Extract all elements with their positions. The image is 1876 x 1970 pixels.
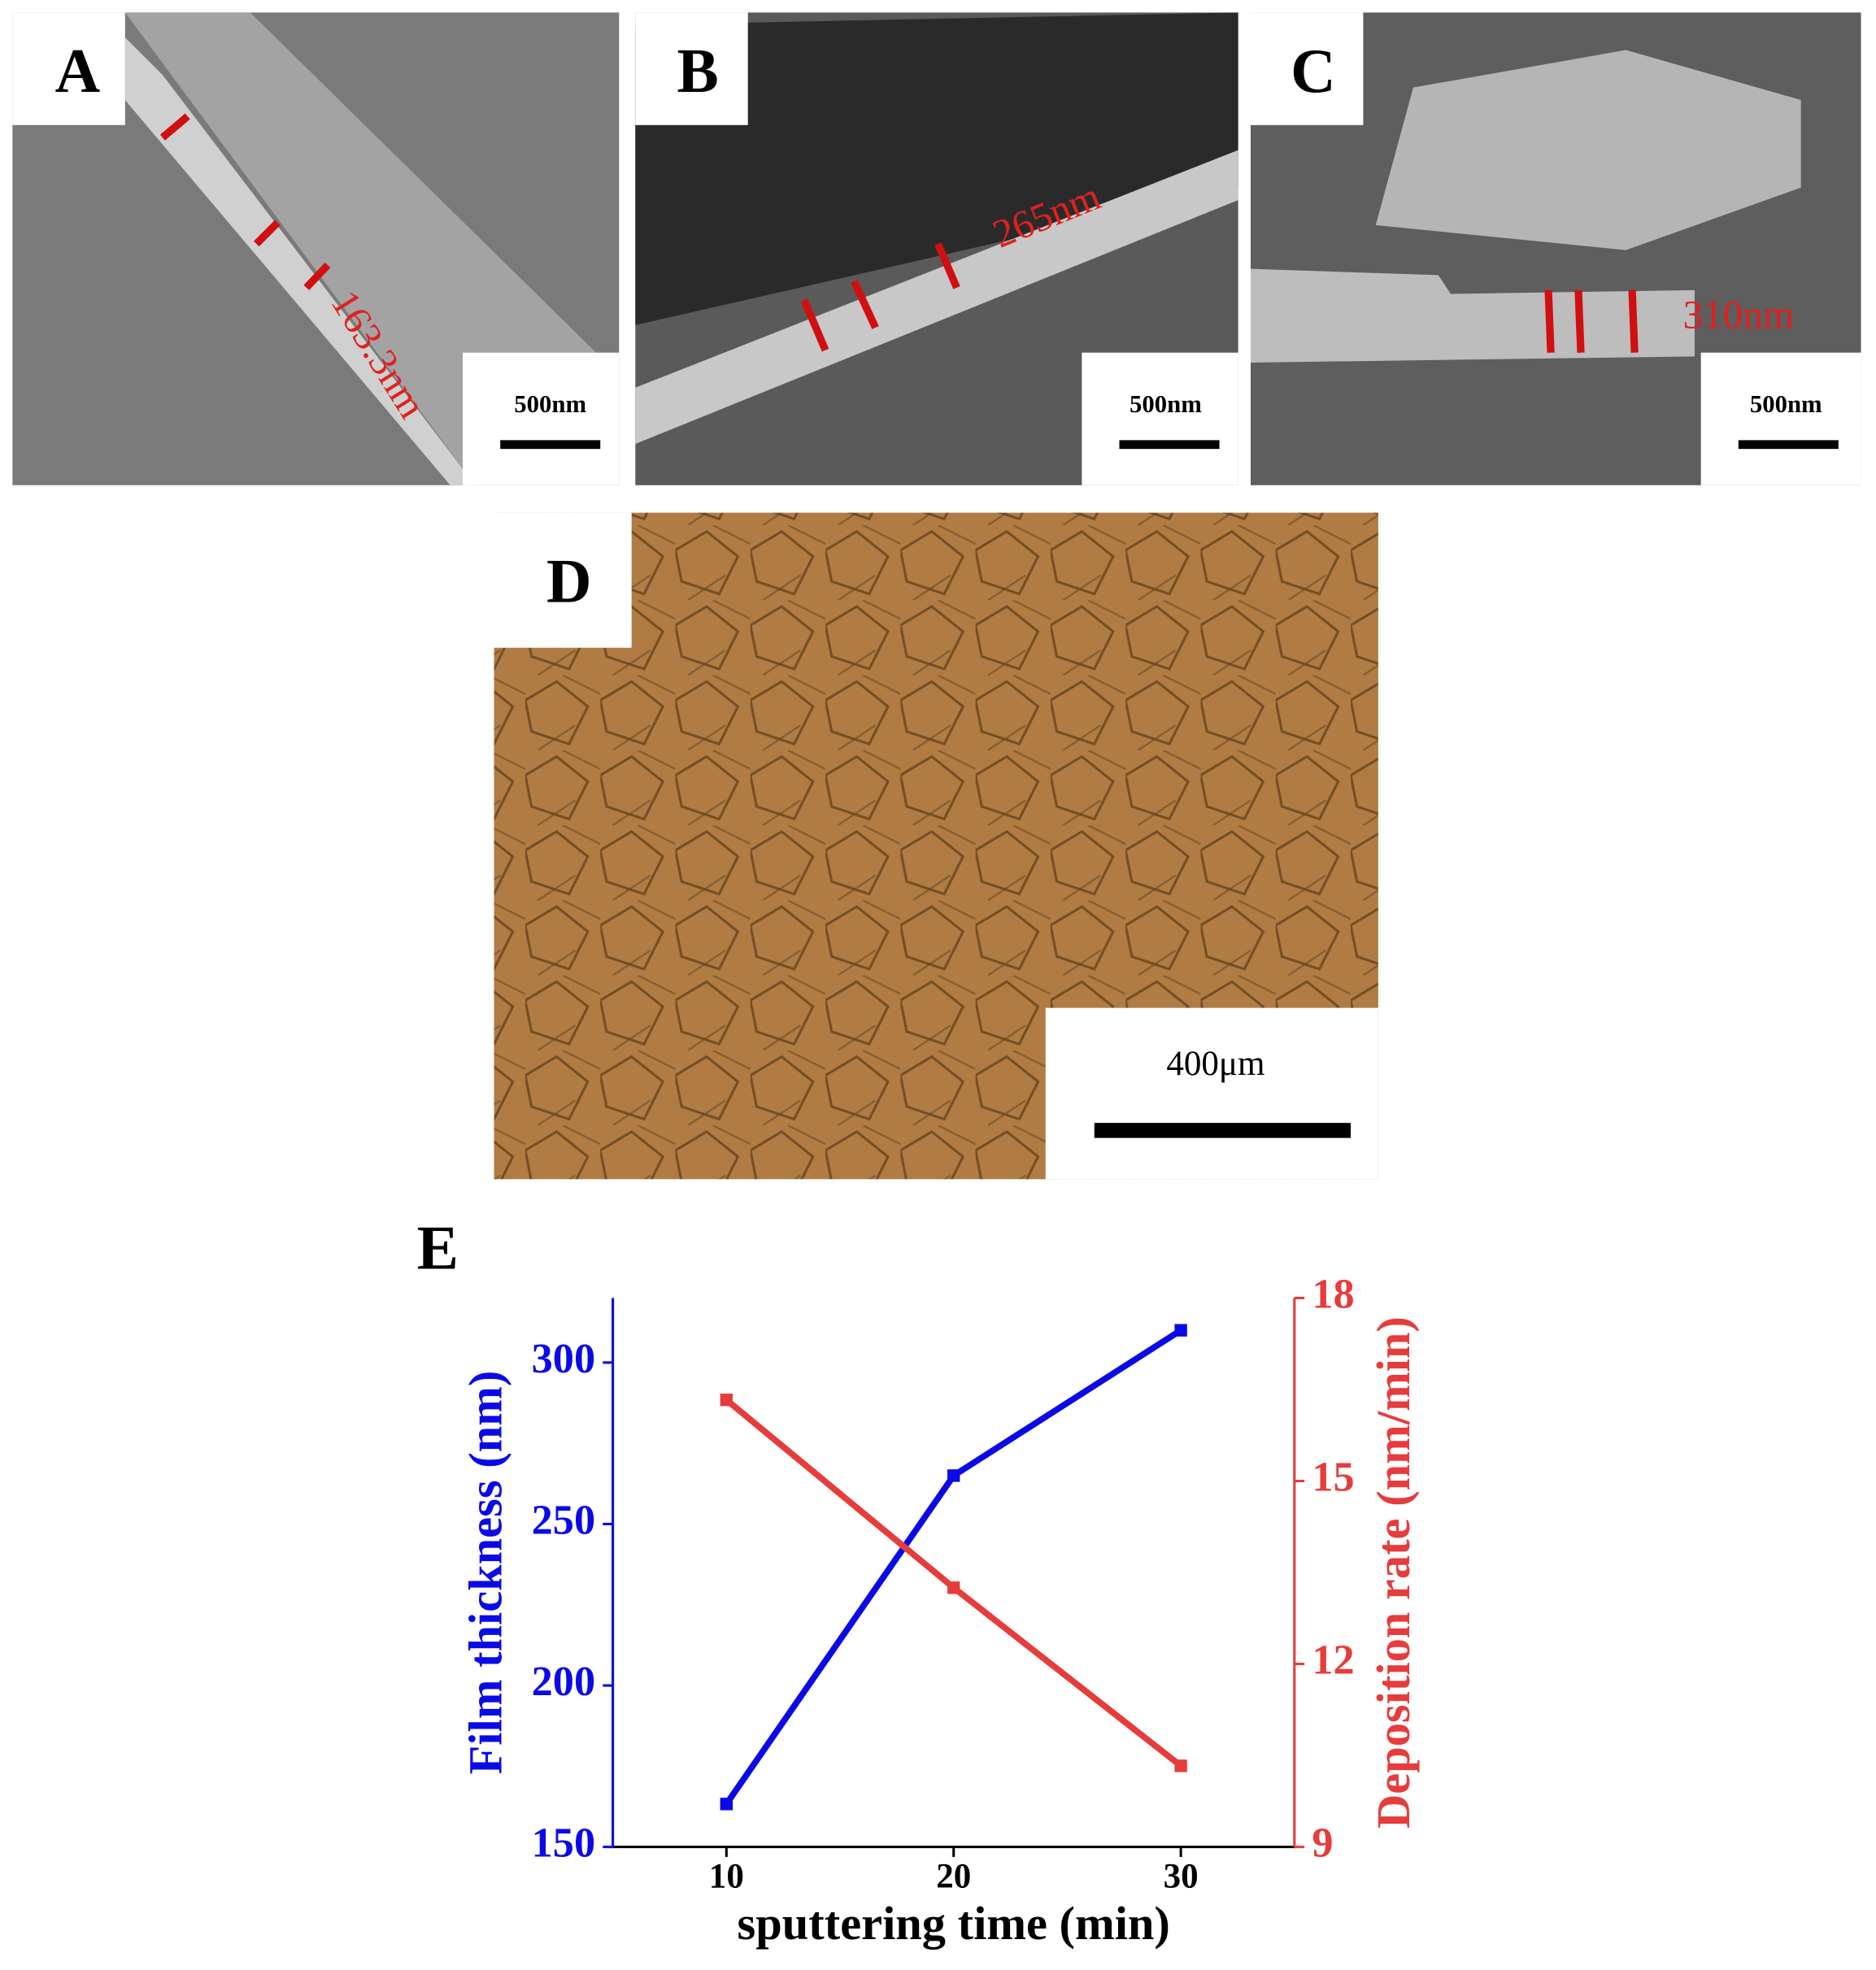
label-box <box>12 12 125 125</box>
panel-label: B <box>677 36 719 106</box>
scale-box <box>1700 352 1861 485</box>
sem-dark <box>635 12 1238 325</box>
sem-film <box>635 150 1238 445</box>
label-box <box>1251 12 1364 125</box>
point <box>720 1798 733 1811</box>
y-tick-label: 250 <box>532 1496 595 1543</box>
scale-label: 400μm <box>1166 1045 1264 1083</box>
label-box <box>494 512 632 648</box>
measure-mark <box>159 113 190 141</box>
measure-mark <box>303 262 331 290</box>
y2-tick-label: 15 <box>1312 1454 1354 1501</box>
y-tick-label: 300 <box>532 1335 595 1382</box>
scale-label: 500nm <box>1130 390 1202 418</box>
y-tick-label: 200 <box>532 1658 595 1705</box>
y2-tick-label: 12 <box>1312 1637 1354 1684</box>
measure-mark <box>254 220 281 247</box>
measurement: 310nm <box>1682 293 1794 337</box>
scale-box <box>463 352 620 485</box>
point <box>1174 1759 1187 1772</box>
x-axis-label: sputtering time (min) <box>738 1897 1170 1950</box>
measure-mark <box>1628 289 1639 353</box>
label-box <box>635 12 748 125</box>
point <box>1174 1324 1187 1337</box>
sem-edge <box>124 37 476 485</box>
point <box>947 1469 960 1482</box>
panel-label: D <box>546 546 592 616</box>
measure-mark <box>851 280 879 329</box>
panel-label: A <box>55 36 101 106</box>
point <box>947 1581 960 1594</box>
scale-box <box>1082 352 1238 485</box>
y2-tick-label: 9 <box>1312 1820 1333 1867</box>
point <box>720 1394 733 1407</box>
sem-flake <box>1375 50 1801 250</box>
y-tick-label: 150 <box>532 1820 595 1867</box>
panel-label: C <box>1291 36 1336 106</box>
measure-mark <box>934 242 960 289</box>
scale-box <box>1045 1007 1378 1180</box>
chart-label: E <box>417 1212 459 1282</box>
y-axis-label: Film thickness (nm) <box>459 1371 511 1775</box>
series-line <box>724 1327 1183 1807</box>
scale-label: 500nm <box>1750 390 1822 418</box>
y2-tick-label: 18 <box>1312 1270 1354 1317</box>
scale-bar <box>1119 440 1220 450</box>
x-tick-label: 30 <box>1164 1858 1199 1896</box>
y2-axis-label: Deposition rate (nm/min) <box>1367 1316 1420 1829</box>
scale-bar <box>500 440 601 450</box>
x-tick-label: 20 <box>936 1858 971 1896</box>
measure-mark <box>1544 289 1555 353</box>
measure-mark <box>800 298 829 352</box>
scale-bar <box>1738 440 1839 450</box>
measure-mark <box>1574 289 1585 353</box>
scale-label: 500nm <box>514 390 586 418</box>
scale-bar <box>1094 1123 1352 1138</box>
x-tick-label: 10 <box>709 1858 744 1896</box>
